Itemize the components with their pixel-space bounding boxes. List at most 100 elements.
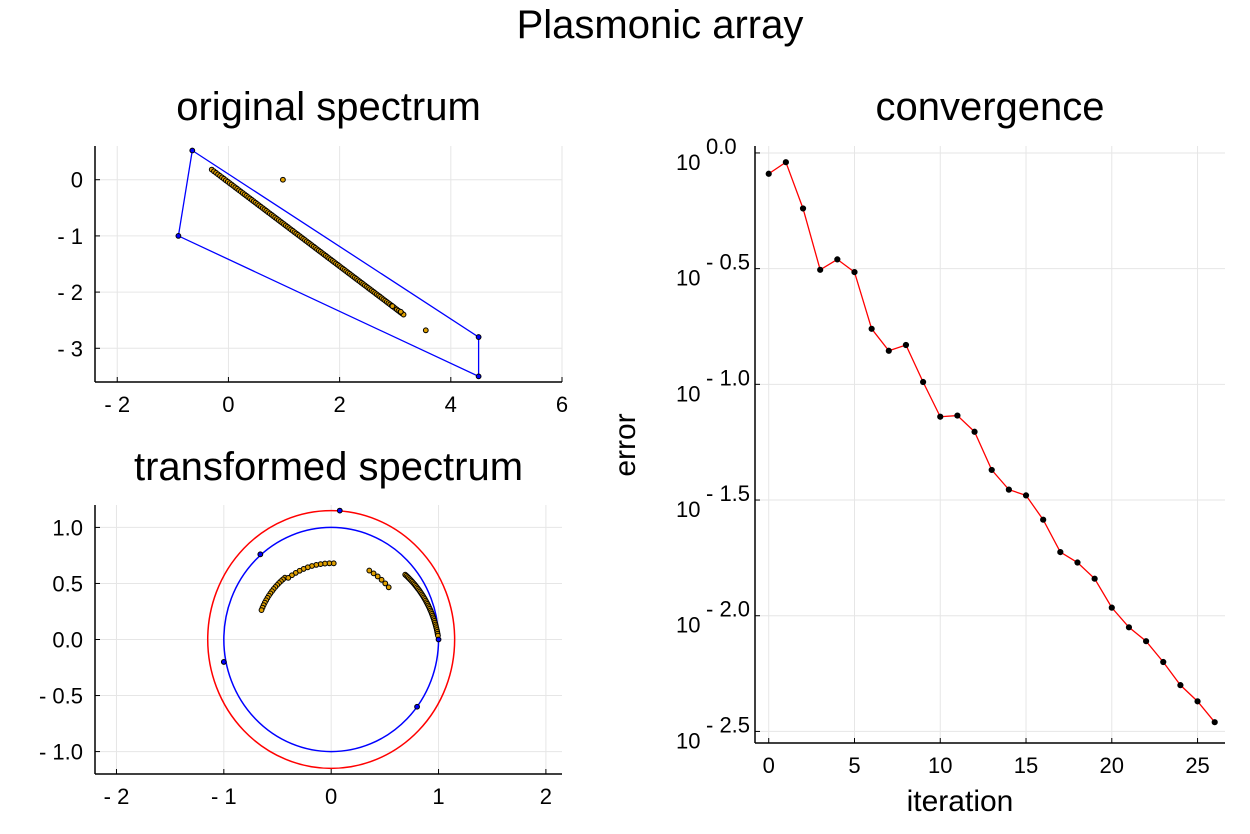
y-tick-label-exponent: - 2.0: [706, 597, 750, 622]
transformed-point: [366, 567, 373, 574]
x-tick-label: 0: [763, 753, 775, 778]
error-point: [885, 347, 892, 354]
x-tick-label: 2: [540, 784, 552, 809]
y-tick-label-exponent: - 1.0: [706, 365, 750, 390]
y-tick-label: 1.0: [52, 515, 83, 540]
error-point: [1022, 492, 1030, 499]
hull-vertex-point: [475, 373, 482, 380]
panel-title: transformed spectrum: [134, 445, 523, 489]
y-tick-label: - 3: [57, 336, 83, 361]
error-point: [1125, 624, 1133, 631]
error-point: [817, 266, 824, 273]
x-tick-label: - 1: [211, 784, 237, 809]
y-tick-label-base: 10: [676, 613, 700, 638]
error-point: [1177, 682, 1184, 689]
grid: [95, 146, 563, 382]
y-tick-label-exponent: - 1.5: [706, 481, 750, 506]
x-tick-label: 2: [333, 392, 345, 417]
error-line: [768, 161, 1216, 723]
panel-title: convergence: [875, 85, 1104, 129]
error-point: [902, 341, 910, 349]
eigenvalue-point: [422, 327, 429, 334]
error-point: [868, 325, 875, 332]
error-point: [988, 466, 995, 474]
y-tick-label: - 1: [57, 224, 83, 249]
error-point: [920, 378, 927, 386]
transformed-point: [374, 573, 381, 580]
vertex-point: [336, 507, 343, 514]
x-tick-label: 10: [928, 753, 952, 778]
hull-vertex-point: [475, 334, 482, 340]
y-tick-label: - 2: [57, 280, 83, 305]
y-tick-label-base: 10: [676, 381, 700, 406]
figure-title: Plasmonic array: [517, 3, 804, 47]
x-tick-label: 6: [556, 392, 568, 417]
hull-vertex-point: [175, 233, 182, 239]
y-tick-label-exponent: - 2.5: [706, 712, 750, 737]
error-point: [782, 159, 789, 166]
transformed-point: [378, 576, 385, 583]
transformed-point: [370, 570, 377, 577]
outer-circle: [206, 509, 456, 770]
y-tick-label-base: 10: [676, 266, 700, 291]
x-tick-label: - 2: [104, 784, 130, 809]
y-tick-label-base: 10: [676, 150, 700, 175]
y-tick-label: - 1.0: [39, 740, 83, 765]
error-point: [937, 413, 944, 420]
transformed-point: [385, 584, 392, 591]
error-point: [1040, 516, 1047, 523]
x-tick-label: 4: [445, 392, 457, 417]
error-point: [1194, 698, 1201, 705]
transformed-spectrum-panel: - 2 - 1 0 1 2 transformed spectrum 1.0 0.5 0.0 - …: [39, 445, 562, 809]
x-tick-label: 0: [222, 392, 234, 417]
transformed-point: [382, 580, 389, 587]
x-tick-label: 1: [432, 784, 444, 809]
convex-hull-line: [177, 149, 480, 378]
error-point: [1005, 486, 1012, 493]
vertex-point: [257, 551, 264, 558]
hull-vertex-point: [189, 147, 196, 154]
error-point: [1091, 575, 1098, 582]
y-tick-label: - 0.5: [39, 684, 83, 709]
error-point: [1074, 559, 1081, 566]
y-axis-title: error: [609, 413, 642, 476]
x-tick-label: 20: [1100, 753, 1124, 778]
eigenvalue-point: [280, 176, 286, 183]
error-point: [1108, 604, 1115, 611]
original-spectrum-panel: - 2 0 2 4 6 original spectrum 0 - 1 - 2 - 3: [57, 85, 568, 417]
y-tick-label-base: 10: [676, 728, 700, 753]
error-point: [834, 256, 841, 263]
y-tick-label-exponent: - 0.5: [706, 250, 750, 275]
vertex-point: [220, 659, 227, 665]
y-tick-label-base: 10: [676, 497, 700, 522]
eigenvalue-point: [397, 308, 404, 315]
vertex-point: [435, 636, 442, 643]
x-tick-label: 15: [1014, 753, 1038, 778]
grid: [95, 505, 562, 774]
error-point: [971, 428, 978, 435]
error-point: [1057, 548, 1064, 556]
y-tick-label: 0: [71, 168, 83, 193]
x-tick-label: 5: [848, 753, 860, 778]
x-tick-label: - 2: [104, 392, 130, 417]
y-tick-label: 0.5: [52, 571, 83, 596]
error-point: [799, 205, 807, 212]
panel-title: original spectrum: [176, 85, 481, 129]
error-point: [1142, 638, 1150, 645]
error-point: [954, 412, 961, 419]
x-tick-label: 25: [1185, 753, 1209, 778]
y-tick-label: 0.0: [52, 628, 83, 653]
y-tick-label-exponent: 0.0: [706, 134, 737, 159]
transformed-point: [285, 574, 292, 581]
error-point: [1160, 658, 1167, 666]
vertex-point: [414, 703, 420, 710]
error-point: [851, 269, 858, 276]
x-tick-label: 0: [325, 784, 337, 809]
transformed-point: [258, 607, 265, 614]
grid: [755, 146, 1225, 743]
eigenvalue-point: [389, 303, 396, 310]
error-point: [765, 170, 772, 177]
error-point: [1211, 719, 1218, 726]
